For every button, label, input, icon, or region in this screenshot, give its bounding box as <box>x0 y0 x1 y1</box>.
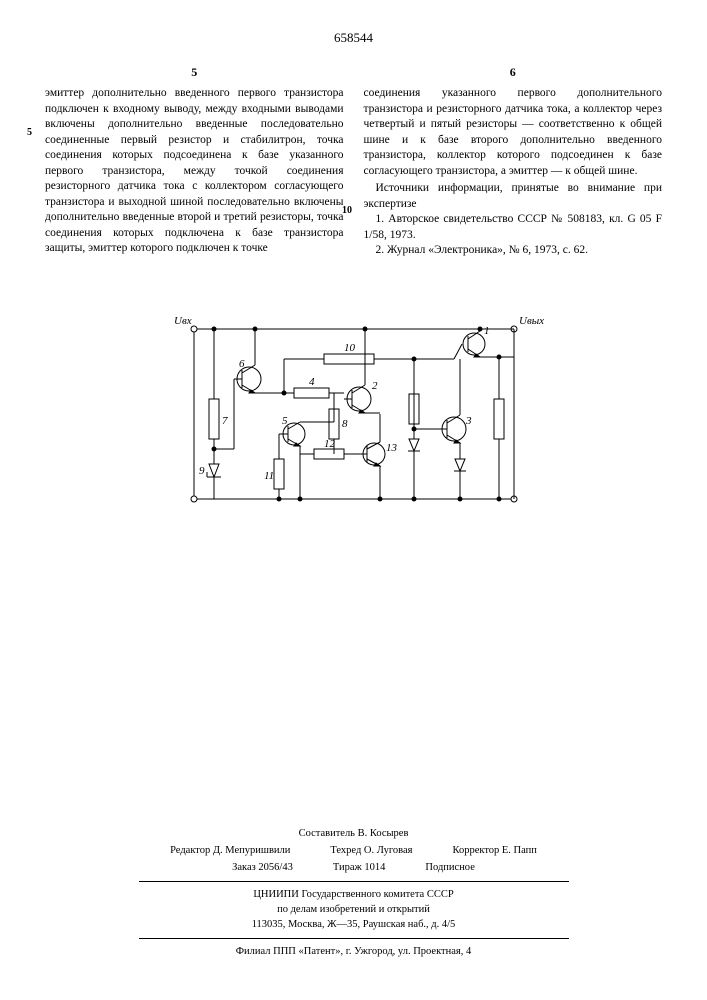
label-4: 4 <box>309 376 315 388</box>
label-3: 3 <box>465 415 472 427</box>
footer-divider-2 <box>139 938 569 939</box>
footer-org1: ЦНИИПИ Государственного комитета СССР <box>0 888 707 903</box>
text-columns: 5 10 5 эмиттер дополнительно введенного … <box>45 64 662 259</box>
line-ref-5: 5 <box>27 126 32 140</box>
circuit-diagram: Uвх Uвых 1 2 3 4 5 6 7 8 9 10 11 12 13 <box>154 299 554 529</box>
patent-number: 658544 <box>45 30 662 46</box>
footer-tirage: Тираж 1014 <box>333 861 386 876</box>
footer-addr1: 113035, Москва, Ж—35, Раушская наб., д. … <box>0 918 707 933</box>
label-uout: Uвых <box>519 315 544 327</box>
source-1: 1. Авторское свидетельство СССР № 508183… <box>364 212 663 243</box>
right-column: 6 соединения указанного первого дополнит… <box>364 64 663 259</box>
footer-corrector: Корректор Е. Папп <box>452 844 536 859</box>
label-12: 12 <box>324 438 336 450</box>
left-column: 5 эмиттер дополнительно введенного перво… <box>45 64 344 259</box>
label-13: 13 <box>386 442 398 454</box>
footer: Составитель В. Косырев Редактор Д. Мепур… <box>0 827 707 960</box>
label-8: 8 <box>342 418 348 430</box>
label-10: 10 <box>344 342 356 354</box>
footer-editor: Редактор Д. Мепуришвили <box>170 844 290 859</box>
footer-compiler: Составитель В. Косырев <box>0 827 707 842</box>
footer-tech: Техред О. Луговая <box>330 844 412 859</box>
label-5: 5 <box>282 415 288 427</box>
source-2: 2. Журнал «Электроника», № 6, 1973, с. 6… <box>364 243 663 259</box>
label-6: 6 <box>239 358 245 370</box>
label-11: 11 <box>264 470 274 482</box>
line-ref-10: 10 <box>342 204 352 218</box>
footer-divider <box>139 881 569 882</box>
right-col-text: соединения указанного первого дополнител… <box>364 86 663 179</box>
label-1: 1 <box>484 325 490 337</box>
left-col-number: 5 <box>45 64 344 80</box>
footer-addr2: Филиал ППП «Патент», г. Ужгород, ул. Про… <box>0 945 707 960</box>
footer-org2: по делам изобретений и открытий <box>0 903 707 918</box>
footer-order: Заказ 2056/43 <box>232 861 293 876</box>
label-uin: Uвх <box>174 315 192 327</box>
sources-title: Источники информации, принятые во вниман… <box>364 181 663 212</box>
left-col-text: эмиттер дополнительно введенного первого… <box>45 86 344 257</box>
right-col-number: 6 <box>364 64 663 80</box>
circuit-diagram-container: Uвх Uвых 1 2 3 4 5 6 7 8 9 10 11 12 13 <box>45 299 662 529</box>
label-7: 7 <box>222 415 228 427</box>
label-9: 9 <box>199 465 205 477</box>
footer-subscript: Подписное <box>425 861 474 876</box>
patent-page: 658544 5 10 5 эмиттер дополнительно введ… <box>0 0 707 1000</box>
label-2: 2 <box>372 380 378 392</box>
